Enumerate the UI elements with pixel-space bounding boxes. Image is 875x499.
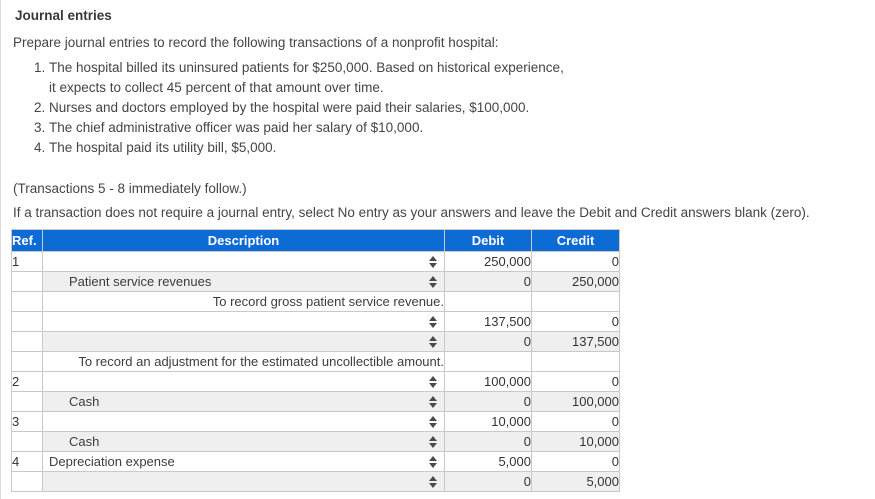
- debit-input[interactable]: 0: [444, 471, 532, 492]
- account-name: Patient service revenues: [69, 274, 212, 289]
- ref-cell[interactable]: 2: [11, 371, 43, 392]
- account-name: [44, 374, 50, 389]
- ref-cell[interactable]: [11, 291, 43, 312]
- memo-row: To record an adjustment for the estimate…: [11, 351, 620, 372]
- header-debit: Debit: [444, 229, 532, 252]
- account-select[interactable]: Cash: [42, 431, 445, 452]
- memo-text: To record an adjustment for the estimate…: [42, 351, 445, 372]
- journal-row: Cash 0 100,000: [11, 391, 620, 412]
- credit-input[interactable]: 100,000: [531, 391, 620, 412]
- transaction-item-3: The chief administrative officer was pai…: [49, 118, 875, 138]
- ref-cell[interactable]: [11, 391, 43, 412]
- page-title: Journal entries: [15, 8, 112, 23]
- ref-cell[interactable]: [11, 311, 43, 332]
- transactions-note: (Transactions 5 - 8 immediately follow.): [13, 181, 247, 196]
- instruction-text: If a transaction does not require a jour…: [13, 205, 810, 220]
- transaction-item-2: Nurses and doctors employed by the hospi…: [49, 98, 875, 118]
- transaction-list: The hospital billed its uninsured patien…: [1, 52, 875, 158]
- intro-text: Prepare journal entries to record the fo…: [13, 35, 499, 50]
- account-select[interactable]: [42, 471, 445, 492]
- debit-input[interactable]: 0: [444, 331, 532, 352]
- table-header-row: Ref. Description Debit Credit: [11, 229, 620, 252]
- ref-cell[interactable]: [11, 331, 43, 352]
- account-name: [44, 414, 50, 429]
- journal-row: Patient service revenues 0 250,000: [11, 271, 620, 292]
- credit-input[interactable]: 0: [531, 251, 620, 272]
- account-select[interactable]: Depreciation expense: [42, 451, 445, 472]
- memo-text: To record gross patient service revenue.: [42, 291, 445, 312]
- credit-cell-empty: [531, 291, 620, 312]
- ref-cell[interactable]: 3: [11, 411, 43, 432]
- debit-cell-empty: [444, 351, 532, 372]
- credit-input[interactable]: 0: [531, 371, 620, 392]
- journal-entry-table: Ref. Description Debit Credit 1 250,000 …: [11, 229, 620, 492]
- memo-row: To record gross patient service revenue.: [11, 291, 620, 312]
- account-name: Cash: [69, 394, 100, 409]
- account-name: [44, 254, 50, 269]
- journal-row: 4 Depreciation expense 5,000 0: [11, 451, 620, 472]
- ref-cell[interactable]: [11, 431, 43, 452]
- header-description: Description: [42, 229, 445, 252]
- debit-input[interactable]: 250,000: [444, 251, 532, 272]
- ref-cell[interactable]: 4: [11, 451, 43, 472]
- account-select[interactable]: [42, 411, 445, 432]
- account-select[interactable]: Cash: [42, 391, 445, 412]
- ref-cell[interactable]: 1: [11, 251, 43, 272]
- debit-input[interactable]: 5,000: [444, 451, 532, 472]
- select-spinner-icon: [429, 375, 437, 388]
- select-spinner-icon: [429, 315, 437, 328]
- debit-input[interactable]: 10,000: [444, 411, 532, 432]
- credit-input[interactable]: 0: [531, 311, 620, 332]
- debit-input[interactable]: 137,500: [444, 311, 532, 332]
- credit-input[interactable]: 5,000: [531, 471, 620, 492]
- account-name: Cash: [69, 434, 100, 449]
- journal-row: 0 5,000: [11, 471, 620, 492]
- credit-input[interactable]: 0: [531, 411, 620, 432]
- account-name: [44, 334, 50, 349]
- credit-input[interactable]: 137,500: [531, 331, 620, 352]
- debit-input[interactable]: 100,000: [444, 371, 532, 392]
- select-spinner-icon: [429, 455, 437, 468]
- ref-cell[interactable]: [11, 471, 43, 492]
- journal-row: 2 100,000 0: [11, 371, 620, 392]
- debit-cell-empty: [444, 291, 532, 312]
- select-spinner-icon: [429, 255, 437, 268]
- journal-row: 0 137,500: [11, 331, 620, 352]
- select-spinner-icon: [429, 275, 437, 288]
- header-credit: Credit: [531, 229, 620, 252]
- debit-input[interactable]: 0: [444, 391, 532, 412]
- account-name: [44, 314, 50, 329]
- account-name: [44, 474, 50, 489]
- select-spinner-icon: [429, 415, 437, 428]
- journal-row: Cash 0 10,000: [11, 431, 620, 452]
- credit-input[interactable]: 250,000: [531, 271, 620, 292]
- select-spinner-icon: [429, 435, 437, 448]
- ref-cell[interactable]: [11, 351, 43, 372]
- credit-input[interactable]: 0: [531, 451, 620, 472]
- transaction-item-1: The hospital billed its uninsured patien…: [49, 58, 875, 98]
- debit-input[interactable]: 0: [444, 271, 532, 292]
- account-select[interactable]: Patient service revenues: [42, 271, 445, 292]
- credit-input[interactable]: 10,000: [531, 431, 620, 452]
- select-spinner-icon: [429, 395, 437, 408]
- journal-row: 137,500 0: [11, 311, 620, 332]
- account-select[interactable]: [42, 371, 445, 392]
- select-spinner-icon: [429, 475, 437, 488]
- account-name: Depreciation expense: [49, 454, 175, 469]
- account-select[interactable]: [42, 311, 445, 332]
- header-ref: Ref.: [11, 229, 43, 252]
- ref-cell[interactable]: [11, 271, 43, 292]
- account-select[interactable]: [42, 331, 445, 352]
- credit-cell-empty: [531, 351, 620, 372]
- account-select[interactable]: [42, 251, 445, 272]
- journal-row: 1 250,000 0: [11, 251, 620, 272]
- journal-row: 3 10,000 0: [11, 411, 620, 432]
- transaction-item-4: The hospital paid its utility bill, $5,0…: [49, 138, 875, 158]
- select-spinner-icon: [429, 335, 437, 348]
- debit-input[interactable]: 0: [444, 431, 532, 452]
